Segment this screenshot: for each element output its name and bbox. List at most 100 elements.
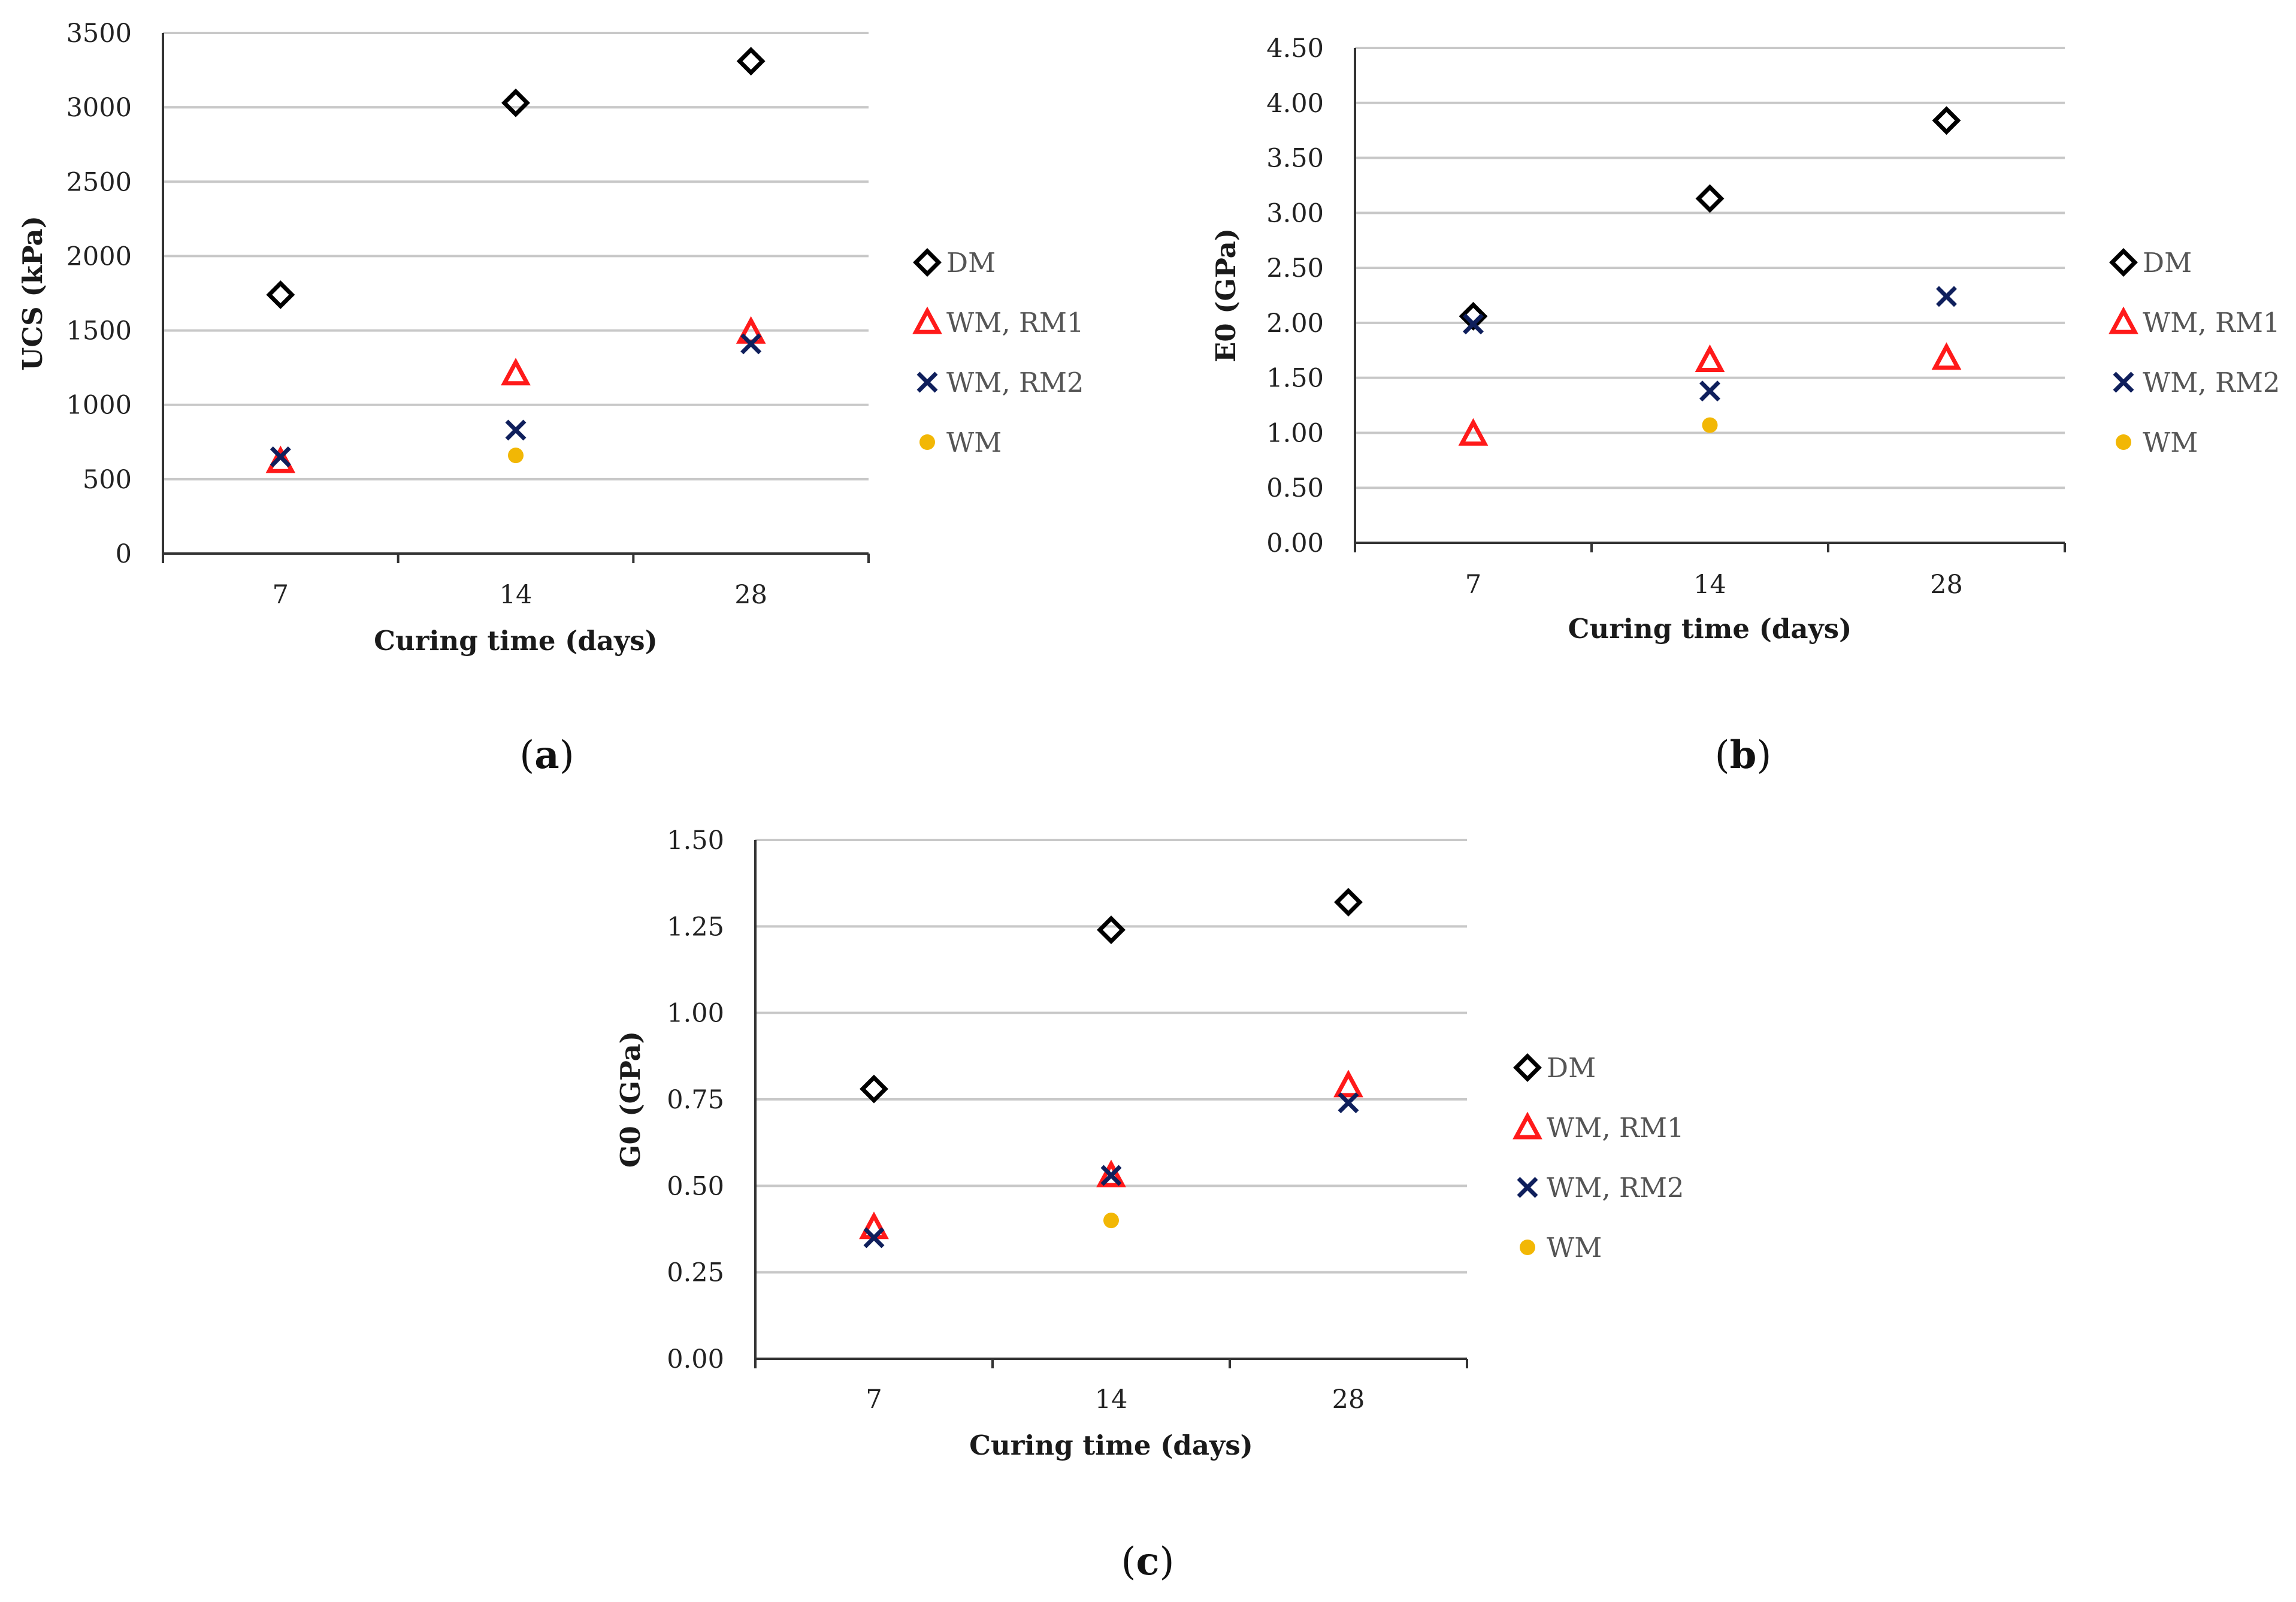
data-point [1096, 1159, 1126, 1187]
data-point [270, 446, 291, 468]
data-point [1458, 418, 1489, 446]
y-tick-label: 0.50 [1266, 473, 1324, 503]
marker-stroke [1517, 1177, 1538, 1198]
data-point [740, 333, 762, 355]
legend-label: WM [1547, 1232, 1602, 1264]
marker-stroke [863, 1227, 885, 1249]
data-point [863, 1227, 885, 1249]
y-tick-label: 1.25 [667, 912, 724, 942]
data-point [736, 47, 766, 76]
series-wm [1702, 417, 1718, 433]
series-dm [860, 887, 1363, 1104]
y-tick-label: 0.25 [667, 1258, 724, 1288]
legend-marker [1517, 1177, 1538, 1198]
data-point [1338, 1092, 1359, 1114]
series-wm [1103, 1213, 1119, 1229]
legend-marker [912, 306, 942, 334]
panel-label-a: (a) [519, 733, 574, 778]
panel-label-c: (c) [1121, 1539, 1175, 1584]
x-axis-title: Curing time (days) [374, 625, 658, 657]
y-tick-label: 2.50 [1266, 253, 1324, 283]
series-wm [508, 448, 524, 464]
legend-label: WM, RM2 [1547, 1172, 1684, 1204]
data-point [859, 1211, 889, 1240]
y-tick-label: 4.00 [1266, 89, 1324, 119]
y-tick-label: 1500 [66, 316, 132, 346]
data-point [1334, 887, 1363, 917]
series-wm-rm2 [270, 333, 762, 468]
marker-stroke [1338, 1092, 1359, 1114]
marker-stroke [270, 446, 291, 468]
marker-stroke [1699, 380, 1720, 402]
marker-stroke [740, 333, 762, 355]
legend: DM WM, RM1 WM, RM2 WM [912, 247, 1084, 458]
series-wm-rm2 [1463, 286, 1957, 402]
y-tick-label: 1.00 [667, 999, 724, 1029]
legend-label: WM, RM1 [1547, 1112, 1684, 1144]
data-point [505, 419, 527, 441]
data-point [266, 280, 295, 309]
series-dm [1459, 106, 1961, 331]
y-tick-label: 3500 [66, 19, 132, 49]
legend: DM WM, RM1 WM, RM2 WM [2109, 247, 2280, 458]
legend-marker [919, 434, 935, 450]
chart-panel-c: 0.00 0.25 0.50 0.75 1.00 1.25 1.50 7 14 28 Curing … [615, 826, 1684, 1461]
data-point [501, 88, 530, 117]
legend-item: DM [913, 247, 996, 279]
data-point [1100, 1165, 1122, 1186]
y-tick-label: 2500 [66, 167, 132, 197]
data-point [1699, 380, 1720, 402]
legend-label: WM [946, 427, 1002, 458]
chart-panel-b: 0.00 0.50 1.00 1.50 2.00 2.50 3.00 3.50 4.00 4.50… [1210, 34, 2280, 645]
x-axis-title: Curing time (days) [1568, 613, 1852, 645]
legend-item: WM, RM1 [912, 306, 1084, 338]
legend-item: DM [1513, 1052, 1596, 1084]
series-wm-rm2 [863, 1092, 1359, 1249]
data-point [508, 448, 524, 464]
data-point [1103, 1213, 1119, 1229]
x-tick-label: 7 [1465, 570, 1481, 600]
legend-marker [2109, 248, 2138, 277]
legend-item: WM, RM1 [2109, 306, 2280, 338]
data-point [1463, 313, 1484, 335]
data-point [1097, 915, 1126, 945]
legend-item: WM, RM2 [2113, 367, 2280, 398]
legend-label: WM, RM1 [946, 307, 1084, 338]
series-dm [266, 47, 766, 309]
y-tick-label: 0 [116, 539, 132, 569]
y-axis-title: UCS (kPa) [17, 216, 49, 371]
legend-item: WM, RM1 [1512, 1111, 1684, 1144]
y-tick-label: 0.50 [667, 1171, 724, 1201]
legend-item: WM, RM2 [916, 367, 1084, 398]
chart-panel-a: 0 500 1000 1500 2000 2500 3000 3500 7 14 28 Curing … [17, 19, 1084, 657]
legend-marker [1520, 1240, 1535, 1255]
legend-label: DM [946, 247, 996, 279]
data-point [1333, 1069, 1363, 1098]
y-tick-label: 3.00 [1266, 198, 1324, 228]
legend-item: WM [919, 427, 1002, 458]
data-point [1936, 286, 1957, 307]
y-tick-label: 4.50 [1266, 34, 1324, 64]
y-tick-label: 0.00 [1266, 528, 1324, 558]
legend-marker [916, 371, 938, 393]
y-tick-label: 1.50 [667, 826, 724, 856]
x-tick-label: 28 [734, 580, 767, 610]
legend-label: DM [2143, 247, 2192, 279]
legend: DM WM, RM1 WM, RM2 WM [1512, 1052, 1684, 1264]
y-axis-title: G0 (GPa) [615, 1031, 646, 1168]
x-tick-label: 28 [1930, 570, 1963, 600]
marker-stroke [916, 371, 938, 393]
x-axis-title: Curing time (days) [969, 1429, 1253, 1461]
data-point [265, 445, 296, 473]
series-wm-rm1 [1458, 342, 1962, 446]
x-tick-label: 7 [866, 1385, 882, 1414]
data-point [860, 1074, 888, 1104]
data-point [1695, 344, 1725, 372]
y-tick-label: 2000 [66, 241, 132, 271]
x-tick-label: 28 [1332, 1385, 1365, 1414]
legend-marker [1512, 1111, 1542, 1139]
marker-stroke [1100, 1165, 1122, 1186]
y-tick-label: 0.00 [667, 1344, 724, 1374]
x-tick-label: 14 [1693, 570, 1726, 600]
